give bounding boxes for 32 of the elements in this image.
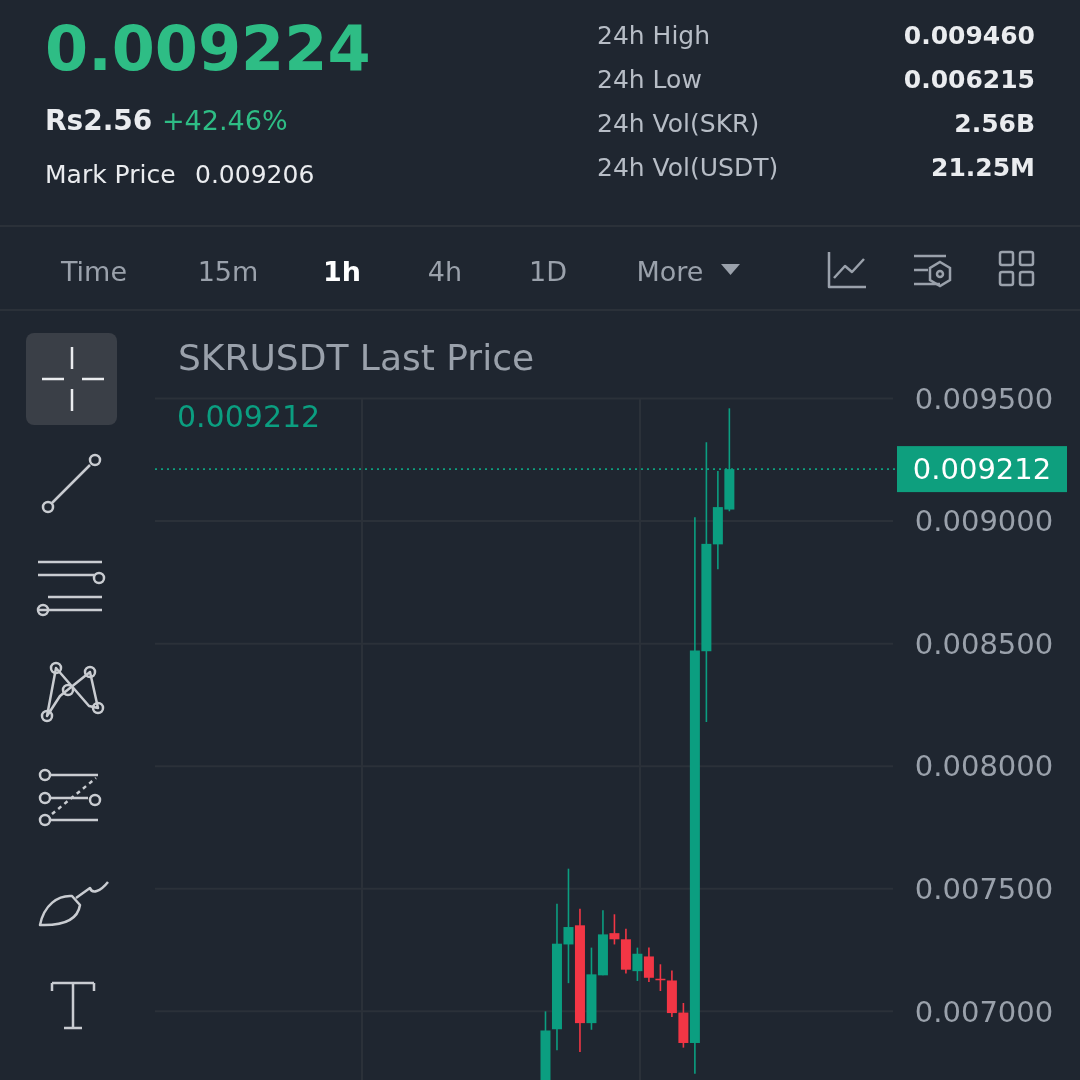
text: 0.009460: [903, 21, 1035, 50]
text: 24h Low: [597, 65, 702, 94]
y-tick-label: 0.007500: [914, 871, 1054, 906]
text: 2.56B: [954, 109, 1035, 138]
text: 4h: [427, 256, 463, 287]
text: 24h Vol(SKR): [597, 109, 760, 138]
annotation: 0.009212: [177, 399, 321, 434]
y-tick-label: 0.007000: [914, 994, 1054, 1029]
text: 0.009224: [45, 12, 371, 85]
text: 24h Vol(USDT): [597, 153, 779, 182]
y-tick-label: 0.008500: [914, 626, 1054, 661]
text: Time: [59, 256, 128, 287]
candlestick: [632, 946, 643, 982]
text: 15m: [197, 256, 259, 287]
candlestick: [609, 913, 620, 946]
text: 0.009206: [195, 160, 315, 189]
y-tick-label: 0.008000: [914, 749, 1054, 784]
text: 21.25M: [931, 153, 1035, 182]
text: More: [636, 256, 704, 287]
text: 0.006215: [903, 65, 1035, 94]
text: Mark Price: [45, 160, 176, 189]
text: 24h High: [597, 21, 711, 50]
ref-line-label: 0.009212: [912, 452, 1052, 487]
text: +42.46%: [162, 105, 288, 136]
text: 1D: [529, 256, 567, 287]
text: Rs2.56: [45, 104, 153, 137]
y-tick-label: 0.009500: [914, 381, 1054, 416]
y-tick-label: 0.009000: [914, 504, 1054, 539]
text: 1h: [322, 256, 362, 287]
chart-title: SKRUSDT Last Price: [178, 337, 535, 378]
candlestick: [643, 946, 654, 983]
candlestick: [563, 867, 574, 984]
